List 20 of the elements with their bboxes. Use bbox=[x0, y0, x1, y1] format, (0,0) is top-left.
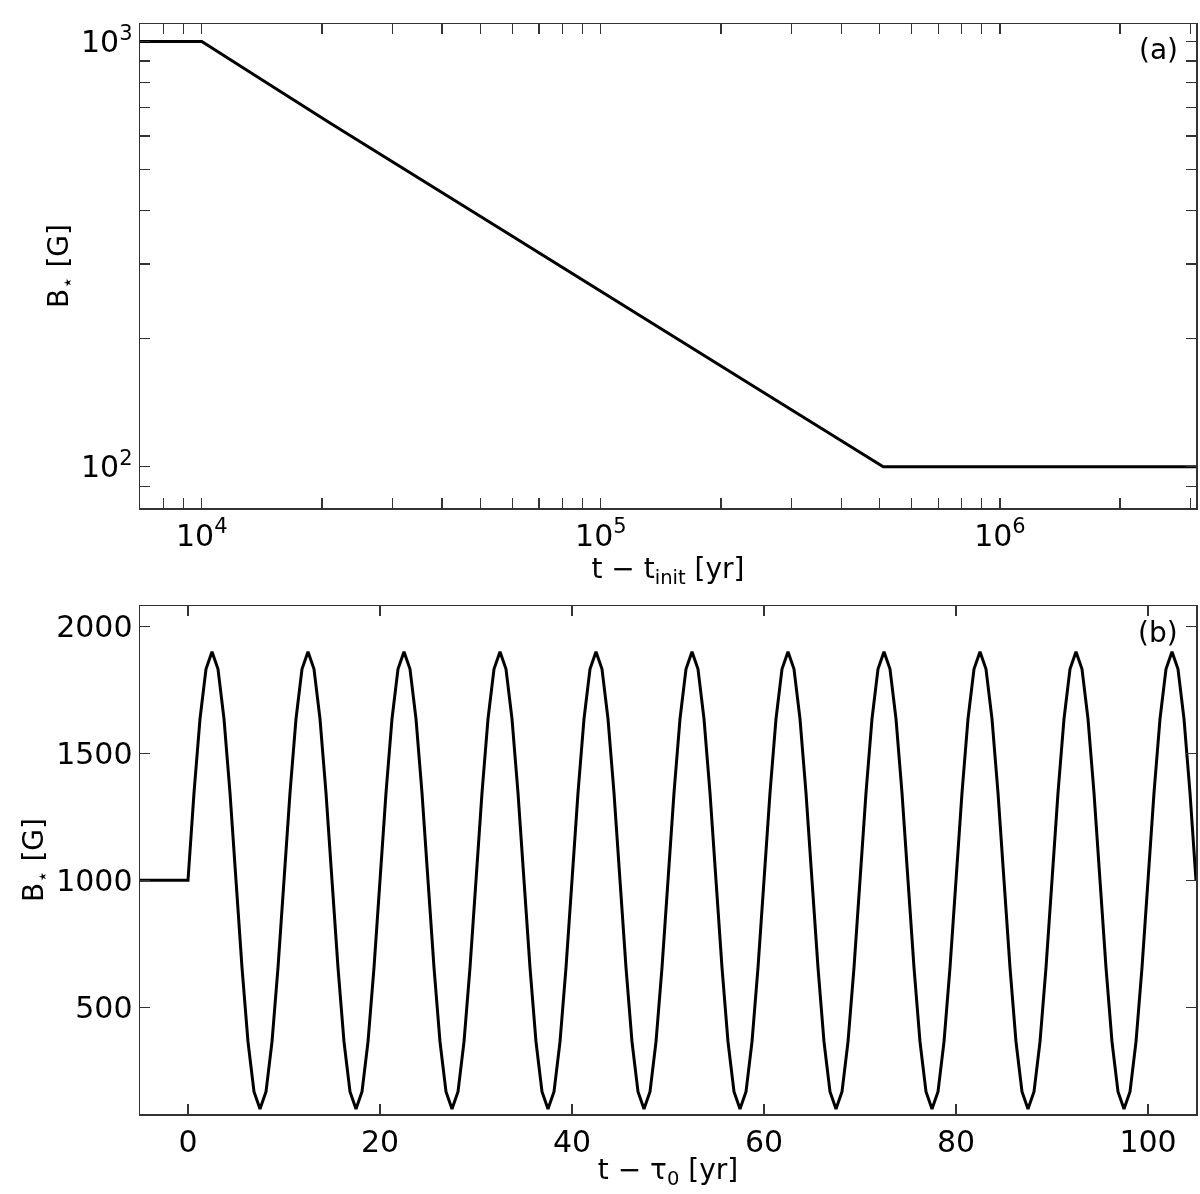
x-tick-label: 80 bbox=[936, 1123, 976, 1159]
x-axis-title: t − t$_{init}$ [yr] bbox=[591, 552, 745, 590]
x-tick-label: 20 bbox=[360, 1123, 400, 1159]
y-tick-label: 1000 bbox=[56, 862, 133, 898]
x-tick-label: 40 bbox=[552, 1123, 592, 1159]
y-tick-label: 10$^{3}$ bbox=[80, 20, 133, 60]
y-tick-label: 2000 bbox=[56, 608, 133, 644]
y-tick-label: 10$^{2}$ bbox=[80, 445, 133, 485]
y-tick-label: 1500 bbox=[56, 735, 133, 771]
x-tick-label: 100 bbox=[1119, 1123, 1177, 1159]
x-tick-label: 10$^{5}$ bbox=[575, 513, 627, 553]
line-series bbox=[140, 650, 1196, 1111]
annotation: (b) bbox=[1138, 616, 1178, 649]
y-tick-label: 500 bbox=[75, 989, 133, 1025]
annotation: (a) bbox=[1139, 33, 1179, 66]
x-tick-label: 10$^{6}$ bbox=[974, 513, 1026, 553]
x-tick-label: 10$^{4}$ bbox=[176, 513, 228, 553]
x-tick-label: 60 bbox=[744, 1123, 784, 1159]
x-tick-label: 0 bbox=[178, 1123, 198, 1159]
x-axis-title: t − τ$_{0}$ [yr] bbox=[597, 1153, 739, 1191]
